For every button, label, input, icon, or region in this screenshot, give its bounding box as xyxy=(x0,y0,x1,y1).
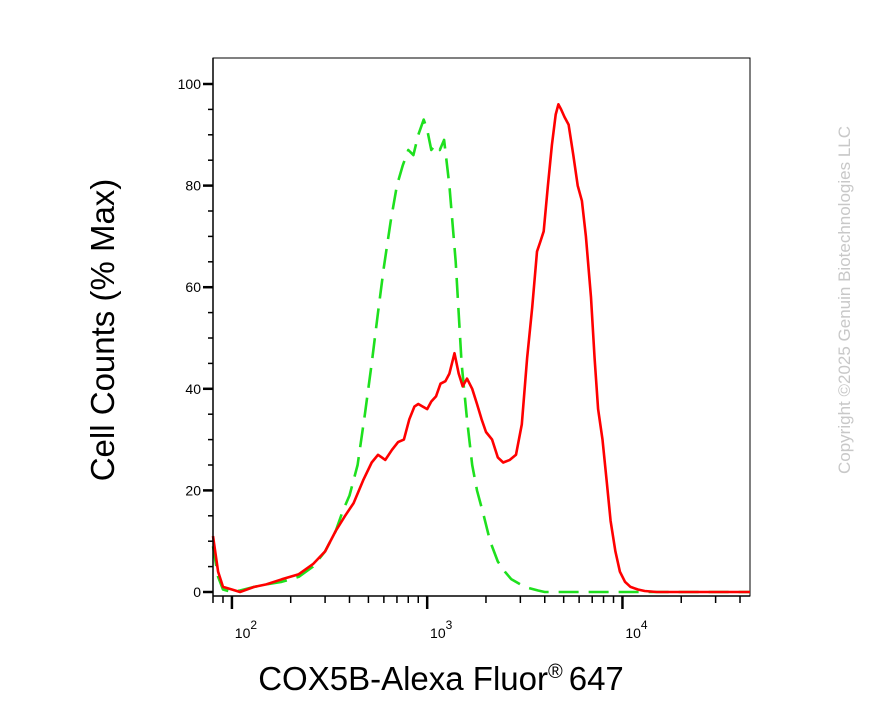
series-line-0 xyxy=(211,103,750,594)
x-tick-exponent: 3 xyxy=(446,618,453,632)
y-axis-ticks: 0 20 40 60 80 100 xyxy=(178,76,213,600)
copyright-watermark: Copyright ©2025 Genuin Biotechnologies L… xyxy=(835,126,854,474)
x-tick-base: 10 xyxy=(235,625,251,641)
x-axis-ticks: 102 103 104 xyxy=(212,596,741,641)
y-tick-label: 20 xyxy=(185,482,201,498)
y-tick-label: 80 xyxy=(185,178,201,194)
y-axis-title: Cell Counts (% Max) xyxy=(84,179,121,482)
series-layer xyxy=(211,103,750,594)
x-axis-title: COX5B-Alexa Fluor® 647 xyxy=(258,660,624,697)
y-tick-label: 0 xyxy=(193,584,201,600)
x-axis-title-suffix: 647 xyxy=(569,660,624,697)
registered-mark: ® xyxy=(548,661,563,683)
y-tick-label: 40 xyxy=(185,381,201,397)
x-tick-base: 10 xyxy=(430,625,446,641)
x-axis-title-main: COX5B-Alexa Fluor xyxy=(258,660,548,697)
x-tick-label: 103 xyxy=(430,618,453,641)
y-tick-label: 60 xyxy=(185,279,201,295)
series-line-1 xyxy=(211,118,750,594)
plot-frame xyxy=(212,57,751,597)
x-tick-base: 10 xyxy=(625,625,641,641)
y-tick-label: 100 xyxy=(178,76,202,92)
x-tick-exponent: 4 xyxy=(641,618,648,632)
x-tick-label: 102 xyxy=(235,618,258,641)
x-tick-exponent: 2 xyxy=(250,618,257,632)
x-tick-label: 104 xyxy=(625,618,648,641)
